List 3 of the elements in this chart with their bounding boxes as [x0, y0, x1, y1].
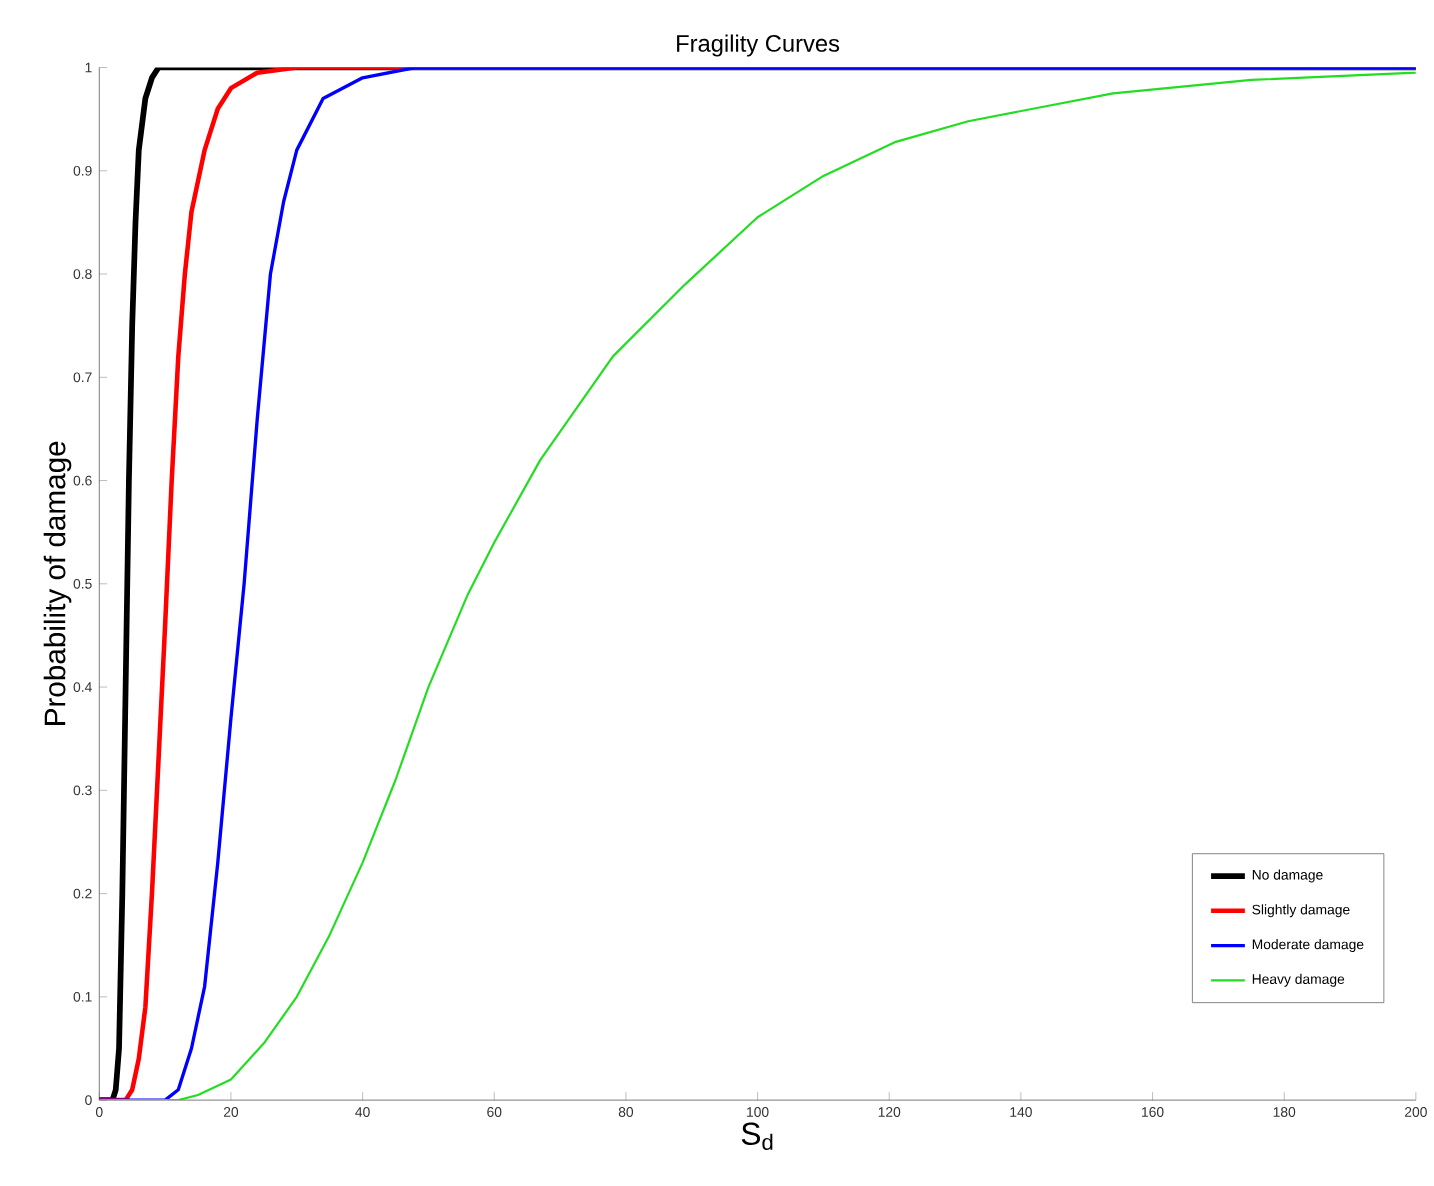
x-axis-title: S$_{d}$ [741, 1122, 773, 1151]
chart-title: Fragility Curves [677, 34, 840, 57]
y-axis-title: Probability of damage [43, 441, 72, 726]
